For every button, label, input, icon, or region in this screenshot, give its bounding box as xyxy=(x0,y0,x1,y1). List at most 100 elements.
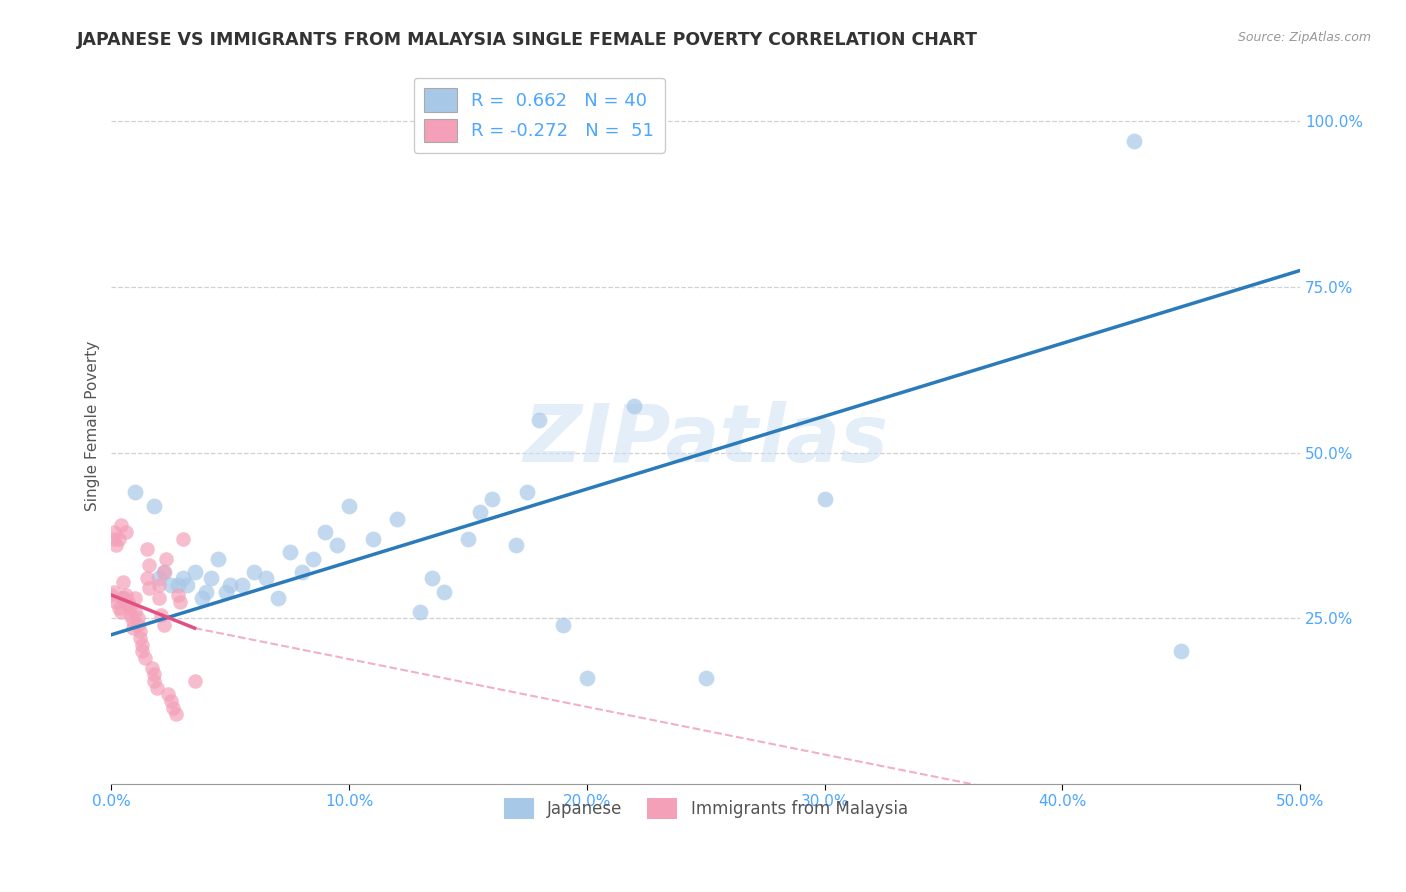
Point xyxy=(302,551,325,566)
Point xyxy=(152,565,174,579)
Point xyxy=(148,578,170,592)
Point xyxy=(190,591,212,606)
Point xyxy=(165,707,187,722)
Point xyxy=(157,687,180,701)
Point xyxy=(127,617,149,632)
Point xyxy=(152,565,174,579)
Point xyxy=(529,412,551,426)
Point xyxy=(183,565,205,579)
Point xyxy=(420,571,443,585)
Point xyxy=(121,615,143,629)
Y-axis label: Single Female Poverty: Single Female Poverty xyxy=(86,341,100,511)
Point xyxy=(136,541,159,556)
Point xyxy=(207,551,229,566)
Point xyxy=(291,565,314,579)
Point xyxy=(114,525,136,540)
Text: ZIPatlas: ZIPatlas xyxy=(523,401,889,479)
Point xyxy=(150,607,173,622)
Point xyxy=(385,512,408,526)
Point xyxy=(160,578,183,592)
Point xyxy=(195,584,218,599)
Point xyxy=(114,588,136,602)
Point xyxy=(695,671,717,685)
Point xyxy=(172,532,194,546)
Point xyxy=(243,565,266,579)
Point xyxy=(361,532,384,546)
Point xyxy=(141,661,163,675)
Point xyxy=(129,631,152,645)
Point xyxy=(813,491,835,506)
Legend: Japanese, Immigrants from Malaysia: Japanese, Immigrants from Malaysia xyxy=(496,792,914,825)
Point xyxy=(134,651,156,665)
Point xyxy=(162,700,184,714)
Point xyxy=(278,545,301,559)
Point xyxy=(1170,644,1192,658)
Point xyxy=(138,582,160,596)
Point xyxy=(124,591,146,606)
Point xyxy=(136,571,159,585)
Point xyxy=(516,485,538,500)
Point xyxy=(167,578,190,592)
Point xyxy=(169,594,191,608)
Point xyxy=(231,578,253,592)
Point xyxy=(100,588,122,602)
Point xyxy=(176,578,198,592)
Point xyxy=(172,571,194,585)
Point xyxy=(127,611,149,625)
Point xyxy=(200,571,222,585)
Point xyxy=(143,674,166,689)
Point xyxy=(103,532,125,546)
Point xyxy=(326,538,349,552)
Point xyxy=(148,591,170,606)
Point xyxy=(107,532,129,546)
Point xyxy=(314,525,336,540)
Point xyxy=(145,681,167,695)
Point xyxy=(131,638,153,652)
Point xyxy=(267,591,290,606)
Point xyxy=(1122,134,1144,148)
Point xyxy=(124,605,146,619)
Point xyxy=(124,485,146,500)
Point xyxy=(143,667,166,681)
Point xyxy=(117,598,139,612)
Point xyxy=(623,399,645,413)
Point xyxy=(138,558,160,573)
Point xyxy=(112,574,135,589)
Point xyxy=(110,605,132,619)
Text: Source: ZipAtlas.com: Source: ZipAtlas.com xyxy=(1237,31,1371,45)
Point xyxy=(214,584,236,599)
Point xyxy=(575,671,598,685)
Point xyxy=(121,621,143,635)
Point xyxy=(409,605,432,619)
Point xyxy=(103,525,125,540)
Point xyxy=(131,644,153,658)
Point xyxy=(143,499,166,513)
Point xyxy=(481,491,503,506)
Point xyxy=(457,532,479,546)
Point xyxy=(551,617,574,632)
Point xyxy=(129,624,152,639)
Point xyxy=(433,584,456,599)
Text: JAPANESE VS IMMIGRANTS FROM MALAYSIA SINGLE FEMALE POVERTY CORRELATION CHART: JAPANESE VS IMMIGRANTS FROM MALAYSIA SIN… xyxy=(77,31,979,49)
Point xyxy=(120,607,142,622)
Point xyxy=(120,601,142,615)
Point xyxy=(148,571,170,585)
Point xyxy=(155,551,177,566)
Point xyxy=(254,571,277,585)
Point xyxy=(112,591,135,606)
Point xyxy=(107,601,129,615)
Point xyxy=(183,674,205,689)
Point xyxy=(152,617,174,632)
Point xyxy=(160,694,183,708)
Point xyxy=(337,499,360,513)
Point xyxy=(117,594,139,608)
Point xyxy=(105,594,128,608)
Point xyxy=(112,591,135,606)
Point xyxy=(103,584,125,599)
Point xyxy=(167,588,190,602)
Point xyxy=(468,505,491,519)
Point xyxy=(105,538,128,552)
Point xyxy=(219,578,242,592)
Point xyxy=(505,538,527,552)
Point xyxy=(110,518,132,533)
